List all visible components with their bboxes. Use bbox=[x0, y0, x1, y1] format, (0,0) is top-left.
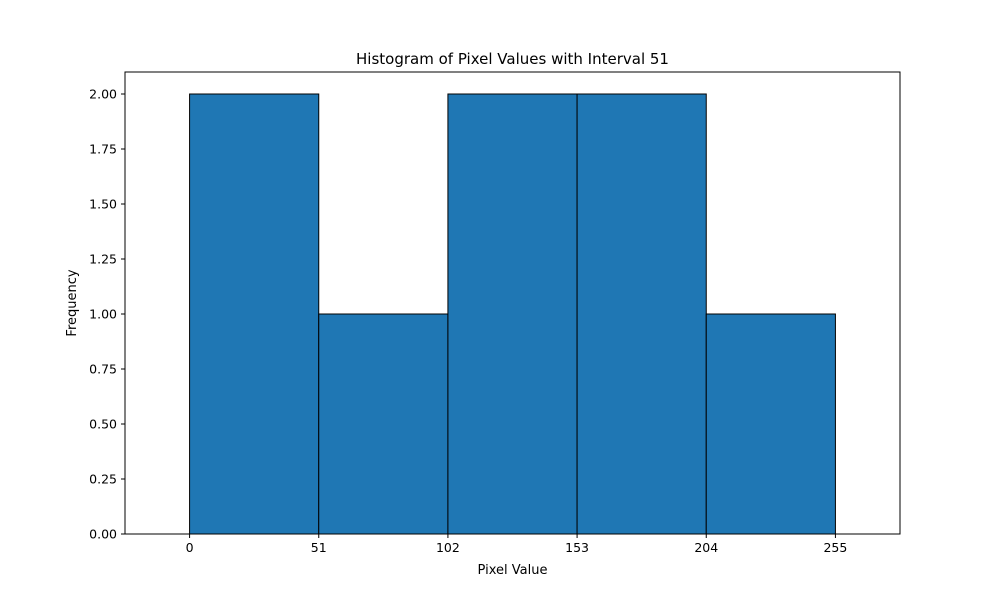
y-tick-label: 0.25 bbox=[89, 472, 117, 487]
y-ticks-group: 0.00 0.25 0.50 0.75 1.00 1.25 1.50 1.75 2.00 bbox=[89, 87, 125, 542]
plot-frame bbox=[124, 71, 901, 535]
x-tick-label: 102 bbox=[436, 540, 460, 555]
x-ticks-group: 0 51 102 153 204 255 bbox=[186, 534, 847, 555]
bars-group bbox=[189, 93, 836, 535]
y-axis-label: Frequency bbox=[65, 269, 80, 336]
histogram-bar bbox=[189, 93, 320, 535]
x-tick-label: 0 bbox=[186, 540, 194, 555]
histogram-bar bbox=[576, 93, 707, 535]
y-tick-label: 1.25 bbox=[89, 252, 117, 267]
histogram-bar bbox=[318, 313, 449, 535]
histogram-bar bbox=[705, 313, 836, 535]
x-tick-label: 153 bbox=[565, 540, 589, 555]
x-tick-label: 51 bbox=[311, 540, 327, 555]
x-tick-label: 255 bbox=[823, 540, 847, 555]
y-tick-label: 0.00 bbox=[89, 527, 117, 542]
y-tick-label: 0.75 bbox=[89, 362, 117, 377]
y-tick-label: 1.50 bbox=[89, 197, 117, 212]
y-tick-label: 0.50 bbox=[89, 417, 117, 432]
chart-title: Histogram of Pixel Values with Interval … bbox=[356, 50, 669, 68]
x-axis-label: Pixel Value bbox=[478, 563, 548, 578]
histogram-bar bbox=[447, 93, 578, 535]
y-tick-label: 2.00 bbox=[89, 87, 117, 102]
y-tick-label: 1.00 bbox=[89, 307, 117, 322]
x-tick-label: 204 bbox=[694, 540, 718, 555]
y-tick-label: 1.75 bbox=[89, 142, 117, 157]
